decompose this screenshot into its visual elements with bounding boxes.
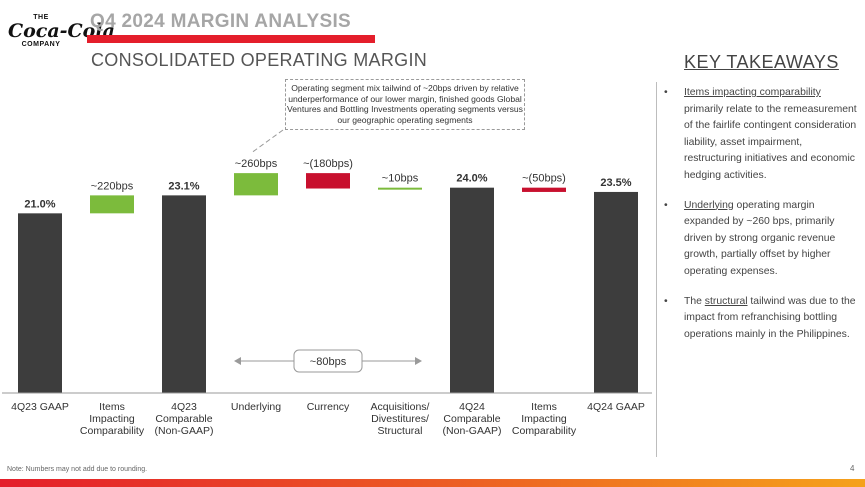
category-label-6: Divestitures/ [371, 413, 429, 425]
waterfall-chart: 21.0%4Q23 GAAP~220bpsItemsImpactingCompa… [2, 129, 652, 437]
bar-9 [594, 191, 638, 393]
key-takeaways-list: • Items impacting comparability primaril… [664, 85, 860, 356]
logo-the: THE [33, 14, 49, 21]
bottom-gradient-bar [0, 479, 865, 487]
category-label-3: Comparable [155, 413, 212, 425]
takeaway-underlined: structural [704, 295, 748, 307]
bar-7 [450, 187, 494, 393]
bracket-left-arrow [234, 357, 241, 365]
bullet-icon: • [664, 199, 668, 211]
takeaway-text: tailwind was due to the impact from refr… [684, 295, 856, 340]
chart-title: CONSOLIDATED OPERATING MARGIN [91, 50, 428, 70]
callout-box: Operating segment mix tailwind of ~20bps… [285, 79, 525, 130]
category-label-7: (Non-GAAP) [443, 425, 502, 437]
logo-company: COMPANY [21, 41, 61, 48]
category-label-2: Comparability [80, 425, 145, 437]
footnote: Note: Numbers may not add due to roundin… [7, 466, 148, 473]
category-label-1: 4Q23 GAAP [11, 401, 69, 413]
vertical-divider [656, 82, 657, 457]
category-label-3: (Non-GAAP) [155, 425, 214, 437]
bar-4 [234, 173, 278, 196]
bar-5 [306, 173, 350, 189]
bar-8 [522, 187, 566, 192]
category-label-2: Impacting [89, 413, 135, 425]
takeaway-underlined: Items impacting comparability [684, 87, 821, 98]
category-label-6: Structural [378, 425, 423, 437]
category-label-7: Comparable [443, 413, 500, 425]
bar-3 [162, 195, 206, 393]
key-takeaways-heading: KEY TAKEAWAYS [684, 52, 839, 72]
data-label-7: 24.0% [456, 173, 487, 185]
bracket-label: ~80bps [310, 356, 347, 368]
section-title: Q4 2024 MARGIN ANALYSIS [90, 11, 352, 32]
data-label-9: 23.5% [600, 177, 631, 189]
takeaway-prefix: The [684, 295, 705, 307]
data-label-8: ~(50bps) [522, 173, 566, 185]
page-number: 4 [850, 464, 855, 473]
category-label-8: Items [531, 401, 557, 413]
bracket-right-arrow [415, 357, 422, 365]
data-label-6: ~10bps [382, 173, 419, 185]
takeaway-text: primarily relate to the remeasurement of… [684, 103, 857, 181]
takeaway-text: operating margin expanded by ~260 bps, p… [684, 199, 836, 277]
category-label-4: Underlying [231, 401, 281, 413]
bracket-label-box [293, 349, 363, 373]
takeaway-underlined: Underlying [684, 199, 734, 211]
red-rule [87, 35, 375, 43]
takeaway-item: • The structural tailwind was due to the… [664, 294, 860, 344]
bar-6 [378, 187, 422, 190]
takeaway-item: • Items impacting comparability primaril… [664, 85, 860, 185]
bar-1 [18, 213, 62, 393]
callout-connector [250, 129, 284, 154]
data-label-2: ~220bps [91, 180, 134, 192]
category-label-3: 4Q23 [171, 401, 197, 413]
data-label-3: 23.1% [168, 180, 199, 192]
takeaway-item: • Underlying operating margin expanded b… [664, 198, 860, 281]
category-label-6: Acquisitions/ [371, 401, 430, 413]
category-label-8: Comparability [512, 425, 577, 437]
category-label-2: Items [99, 401, 125, 413]
category-label-5: Currency [307, 401, 350, 413]
data-label-1: 21.0% [24, 198, 55, 210]
category-label-9: 4Q24 GAAP [587, 401, 645, 413]
bar-2 [90, 195, 134, 214]
data-label-5: ~(180bps) [303, 158, 353, 170]
bullet-icon: • [664, 87, 668, 98]
data-label-4: ~260bps [235, 158, 278, 170]
bullet-icon: • [664, 295, 668, 307]
category-label-7: 4Q24 [459, 401, 485, 413]
category-label-8: Impacting [521, 413, 567, 425]
